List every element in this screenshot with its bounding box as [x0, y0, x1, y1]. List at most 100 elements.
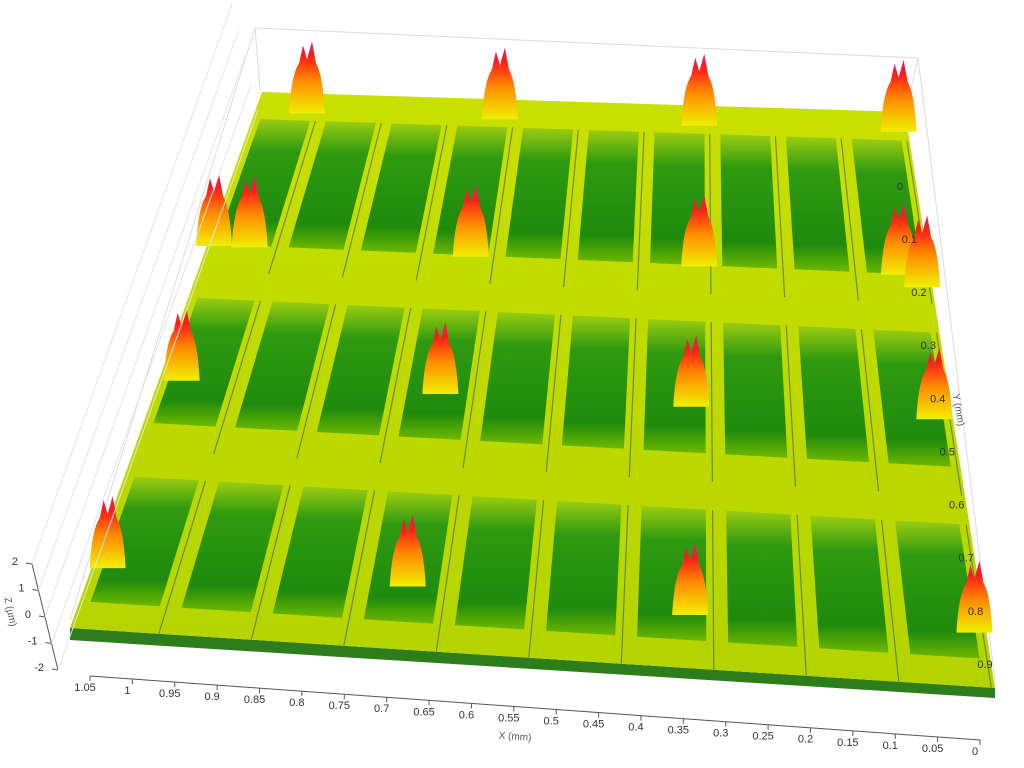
x-tick-label: 0.95: [159, 688, 180, 700]
z-axis-title: Z (µm): [1, 596, 18, 627]
surface-cell: [785, 136, 850, 272]
surface-groove: [528, 500, 545, 658]
axes: 1.05 1 0.95 0.9 0.85 0.8 0.75 0.7 0.65 0.6 0.55 0.5…: [12, 3, 993, 758]
x-axis-line: [89, 675, 981, 741]
surface-groove: [268, 120, 317, 275]
z-tick-label: 0: [25, 609, 31, 621]
surface-cell: [454, 496, 537, 630]
surface-groove: [620, 505, 629, 664]
grid-line: [31, 3, 233, 565]
surface-cell: [810, 515, 889, 653]
surface-peak: [196, 174, 232, 246]
surface-peak: [672, 543, 709, 616]
x-tick-label: 0.35: [668, 725, 689, 737]
y-tick-label: 0.1: [902, 234, 917, 246]
surface-peak: [673, 334, 710, 407]
x-tick-label: 0.8: [289, 697, 304, 709]
surface-groove: [489, 127, 514, 284]
surface-groove: [711, 510, 715, 670]
x-tick-label: 0.85: [244, 694, 265, 706]
x-tick-label: 0.2: [798, 734, 813, 746]
surface-cell: [316, 304, 405, 436]
surface-peak: [231, 175, 268, 248]
surface-groove: [435, 495, 460, 652]
x-tick-label: 0.7: [374, 703, 389, 715]
surface-groove: [415, 125, 448, 281]
y-tick-label: 0.4: [930, 393, 945, 405]
x-tick-label: 1: [124, 685, 130, 697]
x-tick-label: 0.65: [413, 706, 434, 718]
surface-groove: [710, 322, 713, 482]
x-tick-label: 0.1: [883, 740, 898, 752]
y-tick-label: 0.9: [977, 659, 992, 671]
grid-line: [57, 109, 259, 671]
surface-cell: [545, 501, 622, 636]
surface-cell: [288, 121, 376, 250]
surface-groove: [840, 138, 859, 301]
x-tick-label: 0.55: [498, 712, 519, 724]
y-tick-label: 0.3: [921, 340, 936, 352]
surface-groove: [379, 307, 412, 464]
surface-peak: [422, 322, 459, 394]
x-tick-label: 0.75: [329, 700, 350, 712]
x-tick-label: 0.3: [713, 728, 728, 740]
surface: [70, 41, 995, 698]
y-tick-label: 0: [897, 181, 903, 193]
box-edge: [69, 27, 996, 681]
surface-peak: [916, 347, 953, 420]
grid-line: [51, 83, 252, 644]
surface-peak: [389, 514, 426, 587]
x-tick-label: 1.05: [74, 682, 95, 694]
surface-cell: [505, 127, 574, 260]
surface-peak: [163, 308, 200, 381]
surface-groove: [881, 519, 900, 682]
surface-groove: [545, 314, 562, 473]
x-tick-label: 0.25: [752, 731, 773, 743]
x-tick-label: 0.15: [837, 737, 858, 749]
surface-base-side: [70, 628, 995, 698]
surface-groove: [860, 329, 880, 492]
surface-cell: [433, 125, 508, 257]
x-tick-label: 0.6: [459, 709, 474, 721]
x-tick-label: 0.45: [583, 718, 604, 730]
surface-peak: [452, 184, 489, 257]
z-tick-label: 2: [12, 556, 18, 568]
z-tick: [32, 589, 39, 591]
surface-peak: [681, 194, 718, 267]
surface-groove: [785, 325, 797, 487]
z-tick-label: -2: [34, 662, 44, 674]
y-tick-label: 0.6: [949, 500, 964, 512]
surface-cell: [181, 481, 284, 613]
surface-cell: [90, 476, 199, 607]
z-tick: [45, 642, 52, 644]
x-tick-label: 0.5: [544, 715, 559, 727]
surface-groove: [796, 514, 807, 676]
surface-groove: [158, 480, 207, 634]
surface-peak: [289, 41, 326, 114]
surface-cell: [360, 123, 442, 253]
surface-groove: [774, 136, 786, 298]
x-axis-title: X (mm): [498, 731, 531, 744]
surface-cell: [235, 301, 330, 431]
surface-groove: [709, 134, 712, 294]
x-tick-label: 0.4: [628, 722, 643, 734]
x-tick-label: 0.05: [922, 743, 943, 755]
surface-groove: [562, 129, 579, 288]
surface-groove: [628, 318, 637, 478]
surface-cell: [798, 326, 870, 463]
x-tick-label: 0: [972, 746, 978, 758]
surface-cell: [723, 322, 788, 458]
grid-line: [44, 56, 246, 618]
grid-line: [38, 30, 239, 591]
y-tick-label: 0.5: [940, 446, 955, 458]
surface-cell: [561, 315, 631, 449]
surface-groove: [250, 485, 291, 640]
surface-groove: [213, 300, 262, 454]
surface-groove: [343, 490, 376, 646]
surface-peak: [681, 53, 718, 126]
surface-groove: [462, 311, 487, 468]
surface-groove: [296, 304, 337, 459]
box-edge: [254, 27, 261, 91]
